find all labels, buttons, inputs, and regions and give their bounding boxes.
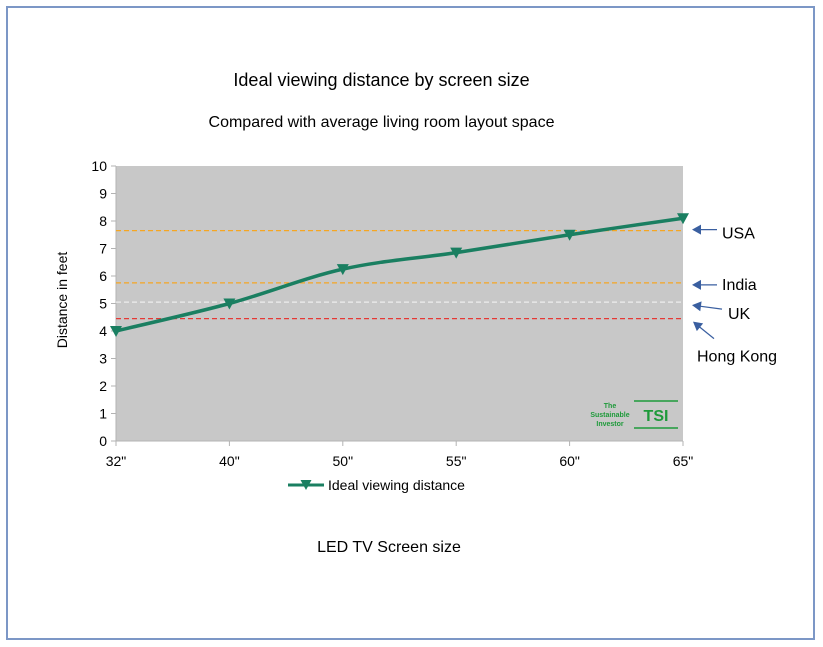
reference-label-hong-kong: Hong Kong bbox=[697, 349, 777, 366]
watermark-text-2: Investor bbox=[596, 421, 624, 428]
x-tick-label-3: 55" bbox=[446, 453, 467, 469]
arrow-head-icon-0 bbox=[692, 224, 701, 235]
x-tick-label-5: 65" bbox=[673, 453, 694, 469]
watermark-text-1: Sustainable bbox=[590, 412, 629, 419]
data-point-4 bbox=[563, 229, 576, 241]
y-tick-label-9: 9 bbox=[99, 186, 107, 202]
reference-label-india: India bbox=[722, 277, 757, 294]
y-tick-label-1: 1 bbox=[99, 406, 107, 422]
y-tick-label-3: 3 bbox=[99, 351, 107, 367]
data-point-0 bbox=[110, 326, 122, 337]
watermark-text-0: The bbox=[604, 403, 617, 410]
legend-label: Ideal viewing distance bbox=[328, 477, 465, 493]
y-tick-label-0: 0 bbox=[99, 433, 107, 449]
y-tick-label-10: 10 bbox=[91, 158, 107, 174]
y-tick-label-2: 2 bbox=[99, 378, 107, 394]
x-tick-label-2: 50" bbox=[333, 453, 354, 469]
y-tick-label-8: 8 bbox=[99, 213, 107, 229]
plot-area bbox=[116, 166, 683, 441]
arrow-shaft-2 bbox=[697, 305, 723, 310]
y-tick-label-4: 4 bbox=[99, 323, 107, 339]
arrow-head-icon-3 bbox=[693, 321, 704, 332]
x-tick-label-1: 40" bbox=[219, 453, 240, 469]
data-point-2 bbox=[336, 264, 349, 276]
watermark-logo: TSI bbox=[644, 408, 669, 425]
legend-marker-icon bbox=[288, 480, 324, 490]
x-tick-label-4: 60" bbox=[559, 453, 580, 469]
y-tick-label-5: 5 bbox=[99, 296, 107, 312]
arrow-shaft-3 bbox=[698, 326, 715, 340]
data-point-5 bbox=[677, 213, 689, 225]
data-point-1 bbox=[223, 298, 236, 310]
arrow-head-icon-2 bbox=[692, 301, 702, 312]
reference-label-uk: UK bbox=[728, 306, 751, 323]
chart-title: Ideal viewing distance by screen size bbox=[233, 70, 530, 90]
data-point-3 bbox=[450, 247, 463, 259]
reference-label-usa: USA bbox=[722, 226, 755, 243]
series-line bbox=[115, 216, 684, 333]
chart-subtitle: Compared with average living room layout… bbox=[208, 114, 555, 131]
y-tick-label-6: 6 bbox=[99, 268, 107, 284]
legend: Ideal viewing distance bbox=[288, 477, 465, 493]
y-tick-label-7: 7 bbox=[99, 241, 107, 257]
x-axis-label: LED TV Screen size bbox=[317, 539, 461, 556]
arrow-head-icon-1 bbox=[692, 279, 701, 290]
x-tick-label-0: 32" bbox=[106, 453, 127, 469]
